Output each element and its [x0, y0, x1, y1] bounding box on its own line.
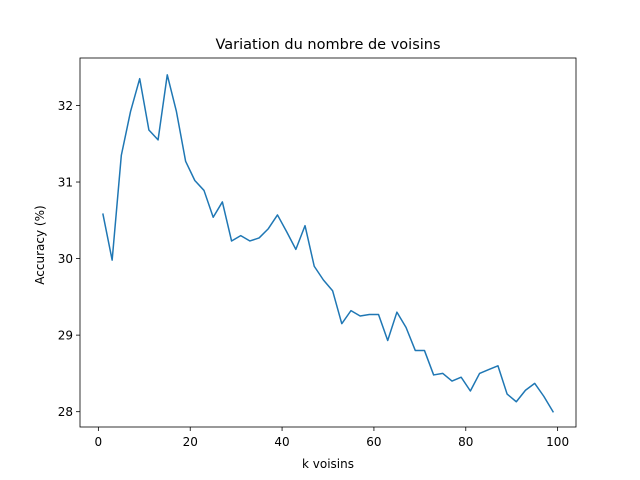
y-axis-title: Accuracy (%)	[33, 205, 47, 284]
x-tick-label: 80	[458, 435, 473, 449]
x-axis-title: k voisins	[302, 457, 354, 471]
y-tick-label: 29	[58, 329, 73, 343]
series-line-0	[102, 74, 555, 413]
plot-frame	[79, 57, 577, 428]
y-tick-label: 28	[58, 405, 73, 419]
x-tick-label: 0	[95, 435, 103, 449]
x-tick-label: 100	[546, 435, 569, 449]
y-tick-label: 30	[58, 252, 73, 266]
x-tick-label: 60	[366, 435, 381, 449]
x-tick-label: 20	[183, 435, 198, 449]
chart-title: Variation du nombre de voisins	[215, 37, 440, 53]
x-tick-label: 40	[274, 435, 289, 449]
plot-area: 0 20 40 60 80 100 28 29 30 31 32	[58, 57, 577, 449]
y-tick-label: 31	[58, 176, 73, 190]
y-tick-label: 32	[58, 99, 73, 113]
